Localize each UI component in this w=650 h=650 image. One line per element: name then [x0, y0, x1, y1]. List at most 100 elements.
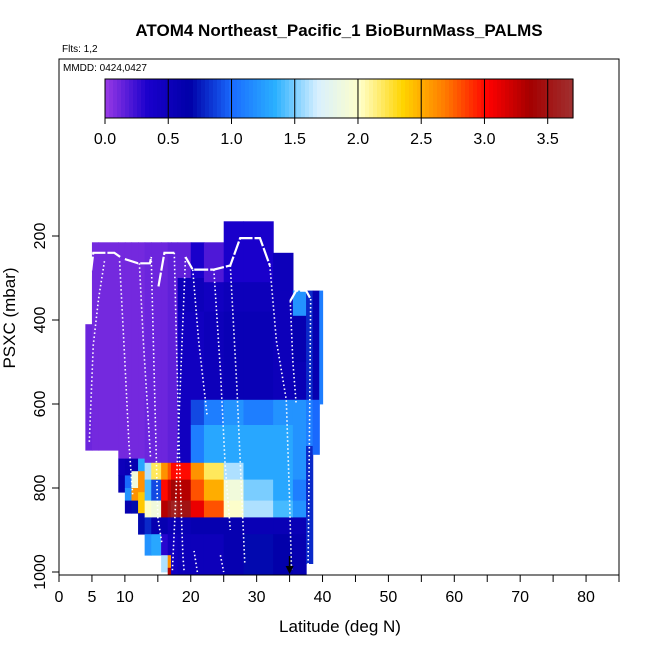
colorbar-swatch-37 — [253, 79, 258, 118]
colorbar-swatch-53 — [317, 79, 322, 118]
heatmap-cell-14-0 — [203, 242, 225, 283]
colorbar-swatch-3 — [117, 79, 122, 118]
colorbar-swatch-62 — [353, 79, 358, 118]
colorbar-swatch-7 — [133, 79, 138, 118]
colorbar-swatch-73 — [397, 79, 402, 118]
colorbar-swatch-54 — [321, 79, 326, 118]
heatmap-cell-13-4 — [190, 425, 205, 464]
heatmap-cell-10-1 — [167, 462, 172, 480]
heatmap-cell-15-8 — [223, 517, 245, 535]
heatmap-cell-7-0 — [144, 242, 152, 464]
y-tick-label-0: 200 — [32, 223, 49, 250]
colorbar-swatch-111 — [549, 79, 554, 118]
heatmap-cell-4-0 — [124, 242, 133, 459]
colorbar-swatch-99 — [501, 79, 506, 118]
chart-title: ATOM4 Northeast_Pacific_1 BioBurnMass_PA… — [135, 21, 542, 40]
dotted-profile-1 — [118, 261, 134, 497]
colorbar-swatch-13 — [157, 79, 162, 118]
heatmap-cell-16-8 — [243, 517, 274, 535]
heatmap-cell-13-3 — [190, 399, 205, 426]
arrow-head — [285, 566, 294, 574]
colorbar-swatch-55 — [325, 79, 330, 118]
colorbar-swatch-74 — [401, 79, 406, 118]
heatmap-cell-8-5 — [151, 534, 162, 556]
heatmap-cell-16-6 — [243, 479, 274, 501]
colorbar-tick-label-4: 2.0 — [347, 131, 369, 148]
colorbar-swatch-113 — [557, 79, 562, 118]
heatmap-cell-1-0 — [91, 242, 100, 451]
colorbar-swatch-24 — [201, 79, 206, 118]
colorbar-swatch-70 — [385, 79, 390, 118]
heatmap-cell-15-1 — [223, 282, 245, 312]
heatmap-cell-15-0 — [223, 221, 245, 283]
colorbar-tick-label-6: 3.0 — [473, 131, 495, 148]
colorbar-swatch-51 — [309, 79, 314, 118]
flight-track-1 — [124, 256, 153, 265]
heatmap-cell-17-8 — [273, 534, 294, 576]
colorbar-swatch-77 — [413, 79, 418, 118]
y-axis-label: PSXC (mbar) — [0, 267, 19, 368]
heatmap-cell-3-1 — [118, 458, 126, 476]
colorbar-swatch-48 — [297, 79, 302, 118]
heatmap-cell-18-9 — [292, 534, 307, 576]
x-tick-label-10: 50 — [380, 589, 398, 606]
heatmap-cell-7-5 — [144, 534, 152, 556]
heatmap-cell-12-7 — [177, 534, 192, 576]
heatmap-cell-11-2 — [171, 479, 179, 501]
colorbar-swatch-11 — [149, 79, 154, 118]
colorbar-swatch-56 — [329, 79, 334, 118]
colorbar-swatch-81 — [429, 79, 434, 118]
colorbar-swatch-26 — [209, 79, 214, 118]
colorbar-swatch-41 — [269, 79, 274, 118]
x-axis: 0 5 10 20 30 40 50 60 70 80 — [55, 575, 620, 606]
heatmap-cell-10-7 — [167, 567, 172, 576]
heatmap-cell-15-5 — [223, 462, 245, 480]
heatmap-cell-14-1 — [203, 282, 225, 312]
colorbar-swatch-108 — [537, 79, 542, 118]
heatmap-cell-20-1 — [312, 399, 320, 455]
colorbar-swatch-71 — [389, 79, 394, 118]
heatmap-cell-6-4 — [138, 513, 146, 535]
colorbar-swatch-58 — [337, 79, 342, 118]
colorbar-swatch-4 — [121, 79, 126, 118]
colorbar — [104, 78, 574, 119]
heatmap-cell-10-3 — [167, 500, 172, 518]
heatmap-cell-7-3 — [144, 500, 152, 518]
dotted-profile-8 — [229, 265, 246, 564]
dotted-profile-12 — [219, 555, 225, 573]
heatmap-cell-3-0 — [118, 242, 126, 459]
heatmap-cell-15-7 — [223, 500, 245, 518]
heatmap-cell-4-2 — [124, 475, 133, 489]
colorbar-tick-label-2: 1.0 — [220, 131, 242, 148]
colorbar-swatch-15 — [165, 79, 170, 118]
heatmap-cell-12-3 — [177, 462, 192, 480]
heatmap-cell-9-2 — [161, 479, 169, 501]
colorbar-swatch-83 — [437, 79, 442, 118]
heatmap-cell-17-1 — [273, 290, 294, 401]
colorbar-swatch-43 — [277, 79, 282, 118]
colorbar-swatch-85 — [445, 79, 450, 118]
colorbar-swatch-35 — [245, 79, 250, 118]
colorbar-tick-label-0: 0.0 — [94, 131, 116, 148]
heatmap-cell-16-3 — [243, 399, 274, 426]
colorbar-swatch-95 — [485, 79, 490, 118]
heatmap-cell-14-6 — [203, 479, 225, 501]
colorbar-swatch-8 — [137, 79, 142, 118]
heatmap-cell-16-7 — [243, 500, 274, 518]
colorbar-swatch-34 — [241, 79, 246, 118]
heatmap-cell-10-2 — [167, 479, 172, 501]
heatmap-cell-3-2 — [118, 475, 126, 493]
colorbar-swatch-21 — [189, 79, 194, 118]
colorbar-swatch-33 — [237, 79, 242, 118]
colorbar-swatch-59 — [341, 79, 346, 118]
colorbar-swatch-27 — [213, 79, 218, 118]
colorbar-swatch-49 — [301, 79, 306, 118]
colorbar-swatch-75 — [405, 79, 410, 118]
colorbar-tick-label-1: 0.5 — [157, 131, 179, 148]
colorbar-swatch-32 — [233, 79, 238, 118]
colorbar-ticks: 0.0 0.5 1.0 1.5 2.0 2.5 3.0 3.5 — [94, 79, 559, 148]
heatmap-cell-17-6 — [273, 500, 294, 518]
heatmap-cell-10-4 — [167, 517, 172, 535]
heatmap-cell-13-0 — [190, 242, 205, 279]
